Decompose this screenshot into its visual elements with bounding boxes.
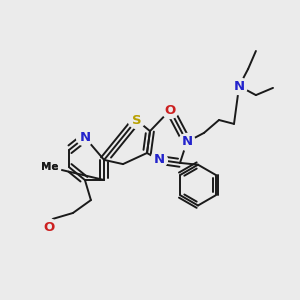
Text: N: N: [233, 80, 245, 93]
Circle shape: [151, 152, 167, 168]
Circle shape: [162, 102, 178, 118]
Circle shape: [128, 112, 145, 128]
Text: S: S: [132, 113, 141, 127]
Text: Me: Me: [41, 162, 58, 172]
Circle shape: [38, 156, 61, 178]
Circle shape: [40, 219, 57, 236]
Text: N: N: [181, 135, 193, 148]
Text: N: N: [153, 153, 165, 167]
Text: Me: Me: [41, 162, 58, 172]
Text: N: N: [79, 131, 91, 144]
Circle shape: [178, 134, 195, 150]
Text: O: O: [43, 220, 55, 234]
Circle shape: [76, 129, 93, 146]
Circle shape: [231, 78, 248, 94]
Text: O: O: [164, 103, 176, 117]
